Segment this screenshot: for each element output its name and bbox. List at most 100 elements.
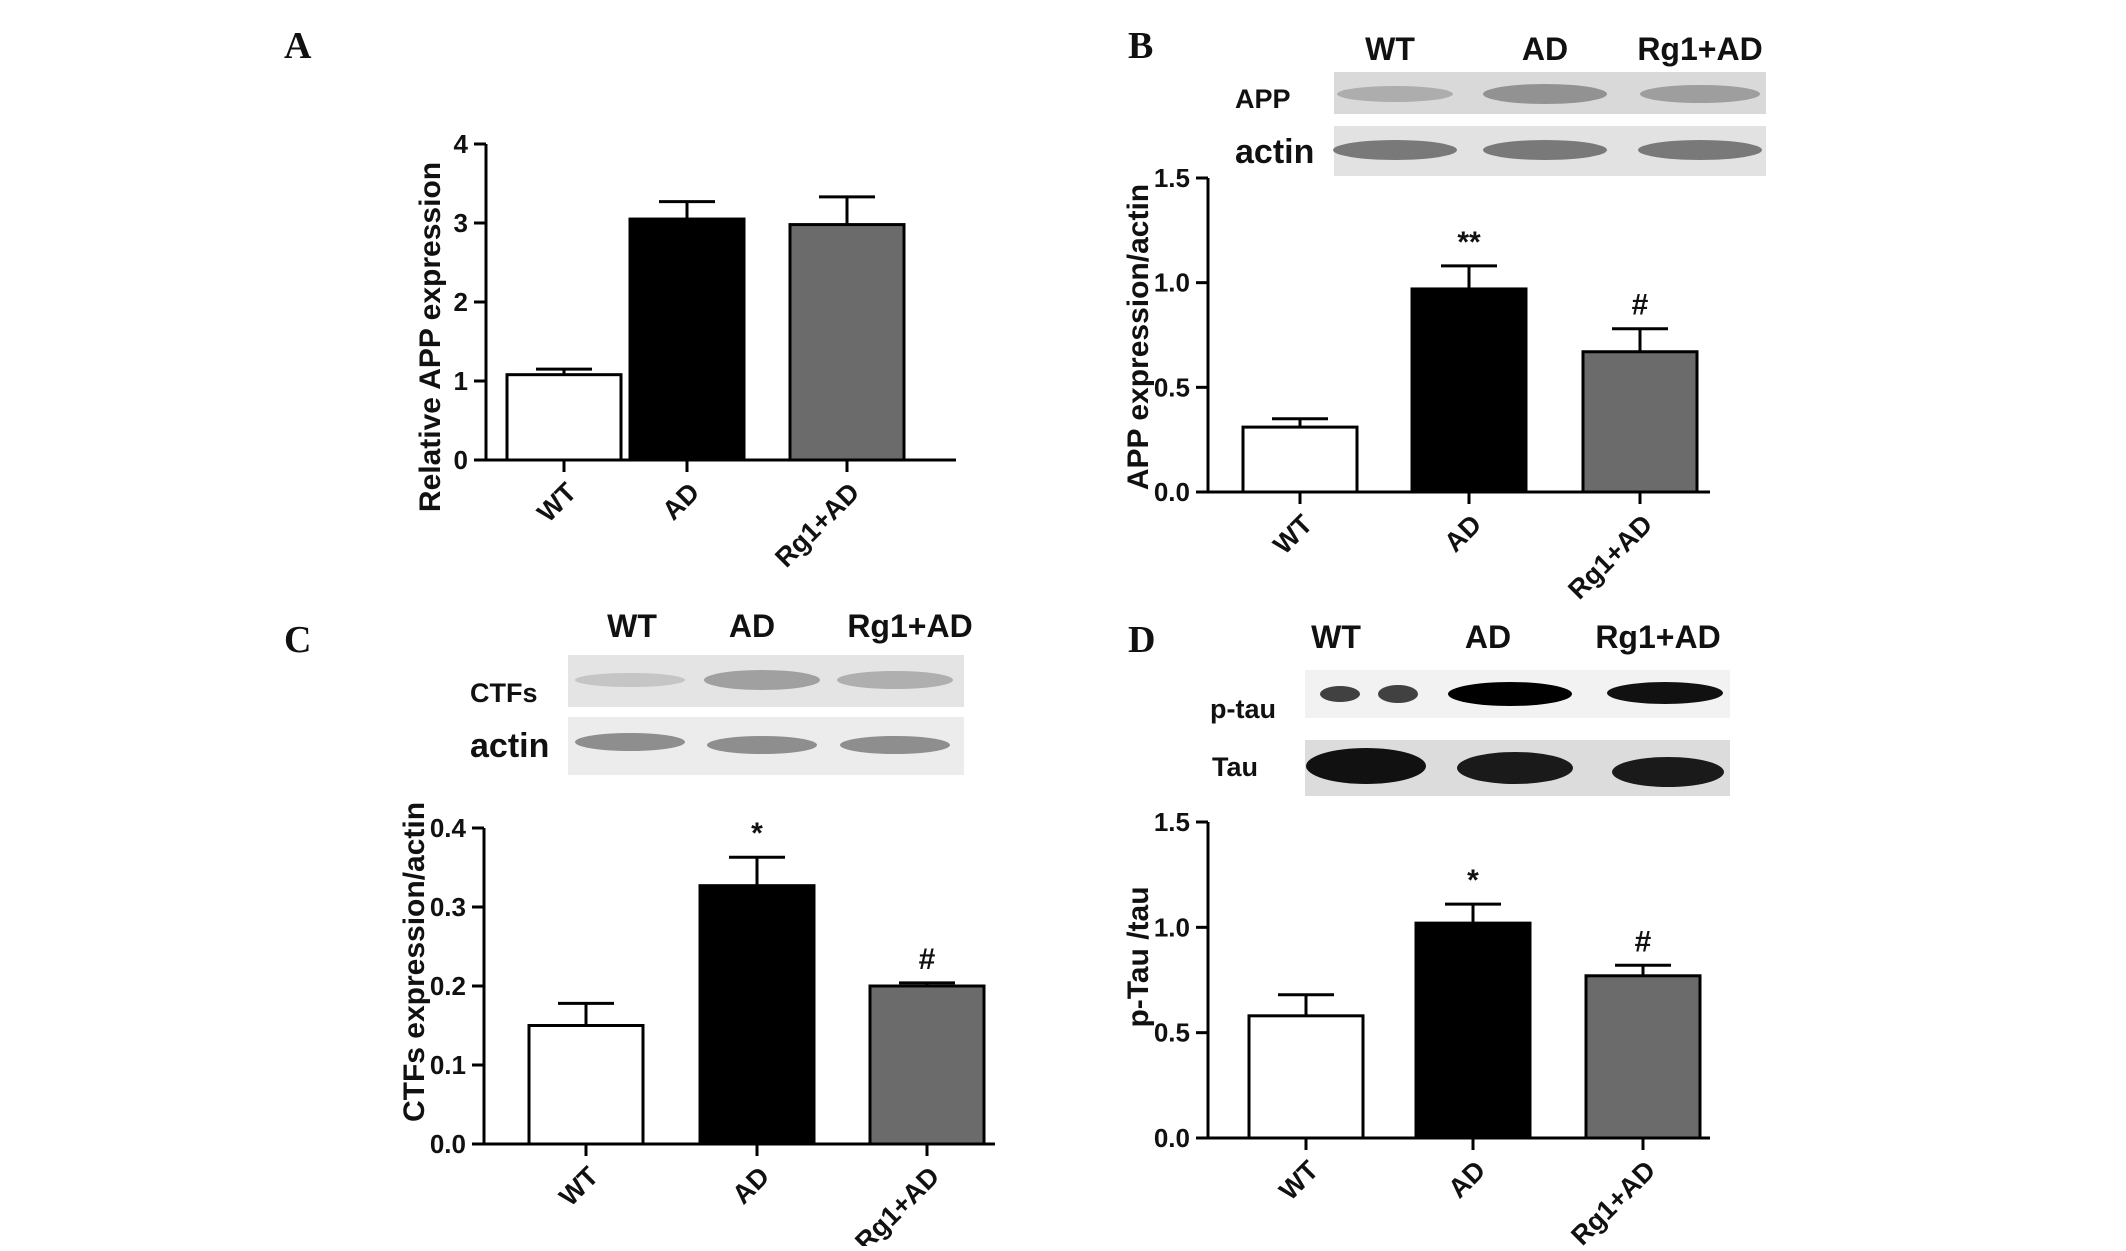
panel-letter-b: B — [1128, 25, 1153, 67]
blot-band — [1483, 84, 1607, 104]
y-tick-label: 1.5 — [1154, 807, 1190, 837]
panel-c: C WT AD Rg1+AD CTFs actin CTFs expressio… — [284, 608, 995, 1251]
y-tick-label: 0.0 — [430, 1129, 466, 1159]
x-category-label: Rg1+AD — [1562, 509, 1658, 605]
blot-column-label: WT — [607, 608, 657, 644]
bar-wt — [1247, 1014, 1365, 1140]
panel-letter-d: D — [1128, 619, 1155, 661]
blot-band — [1337, 86, 1453, 102]
y-axis-label-c: CTFs expression/actin — [398, 802, 431, 1122]
blot-row-label: actin — [1235, 133, 1314, 171]
significance-marker: # — [1632, 289, 1649, 322]
blot-row-label: actin — [470, 727, 549, 765]
blot-row-label: Tau — [1212, 752, 1258, 782]
y-tick-label: 0.1 — [430, 1050, 466, 1080]
bar-ad — [698, 884, 816, 1146]
y-axis-label-d: p-Tau /tau — [1122, 886, 1155, 1027]
y-axis-label-b: APP expression/actin — [1122, 184, 1155, 490]
blot-band — [1640, 85, 1760, 103]
y-tick-label: 0.5 — [1154, 372, 1190, 402]
panel-b: B WT AD Rg1+AD APP actin APP expression/… — [1122, 25, 1766, 605]
blot-band — [840, 736, 950, 754]
blot-band — [1638, 140, 1762, 160]
bar-ad — [628, 217, 746, 462]
blot-column-label: WT — [1365, 31, 1415, 67]
y-tick-label: 0.5 — [1154, 1018, 1190, 1048]
x-category-label: WT — [531, 477, 582, 528]
western-blot-b: WT AD Rg1+AD APP actin — [1235, 31, 1766, 176]
y-tick-label: 1.5 — [1154, 163, 1190, 193]
blot-column-label: WT — [1311, 619, 1361, 655]
x-category-label: WT — [1273, 1155, 1324, 1206]
blot-column-label: AD — [1522, 31, 1568, 67]
plot-d: 0.0 0.5 1.0 1.5 WT AD * Rg1+AD # — [1154, 807, 1710, 1251]
y-tick-label: 0.0 — [1154, 477, 1190, 507]
panel-a: A Relative APP expression 0 1 2 3 4 WT AD Rg1+A… — [284, 25, 956, 573]
blot-row-label: p-tau — [1210, 694, 1276, 724]
x-category-label: AD — [656, 477, 705, 526]
blot-column-label: AD — [1465, 619, 1511, 655]
x-category-label: WT — [553, 1161, 604, 1212]
blot-band — [1607, 682, 1723, 704]
bar-wt — [527, 1024, 645, 1146]
x-category-label: AD — [1438, 509, 1487, 558]
y-tick-label: 4 — [454, 129, 469, 159]
y-tick-label: 3 — [454, 208, 468, 238]
plot-c: 0.0 0.1 0.2 0.3 0.4 WT AD * Rg1+AD # — [430, 813, 995, 1251]
x-category-label: AD — [1442, 1155, 1491, 1204]
y-tick-label: 0 — [454, 445, 468, 475]
blot-band — [575, 733, 685, 751]
blot-band — [1306, 748, 1426, 784]
y-tick-label: 1.0 — [1154, 912, 1190, 942]
blot-band — [704, 670, 820, 690]
blot-band — [707, 736, 817, 754]
x-category-label: Rg1+AD — [849, 1161, 945, 1246]
blot-band — [1457, 752, 1573, 784]
panel-d: D WT AD Rg1+AD p-tau Tau p-Tau /tau 0.00… — [1122, 619, 1730, 1251]
y-tick-label: 2 — [454, 287, 468, 317]
y-tick-label: 0.4 — [430, 813, 467, 843]
blot-column-label: Rg1+AD — [1637, 31, 1762, 67]
significance-marker: # — [919, 943, 936, 976]
blot-row-label: APP — [1235, 84, 1291, 114]
blot-band — [1333, 140, 1457, 160]
bar-rg1-ad — [1584, 974, 1702, 1140]
bar-ad — [1410, 287, 1528, 494]
bar-wt — [1241, 425, 1359, 494]
bar-ad — [1414, 921, 1532, 1140]
blot-column-label: AD — [729, 608, 775, 644]
blot-column-label: Rg1+AD — [847, 608, 972, 644]
plot-a: 0 1 2 3 4 WT AD Rg1+AD — [454, 129, 956, 573]
panel-letter-a: A — [284, 25, 312, 67]
blot-band — [1612, 757, 1724, 787]
significance-marker: * — [1467, 864, 1479, 897]
blot-band — [1483, 140, 1607, 160]
significance-marker: * — [751, 817, 763, 850]
western-blot-d: WT AD Rg1+AD p-tau Tau — [1210, 619, 1730, 796]
y-tick-label: 0.3 — [430, 892, 466, 922]
y-tick-label: 1.0 — [1154, 268, 1190, 298]
x-category-label: Rg1+AD — [1565, 1155, 1661, 1246]
y-tick-label: 0.2 — [430, 971, 466, 1001]
blot-band — [1320, 686, 1360, 702]
blot-band — [1378, 685, 1418, 703]
bar-rg1-ad — [868, 984, 986, 1146]
y-tick-label: 1 — [454, 366, 468, 396]
blot-column-label: Rg1+AD — [1595, 619, 1720, 655]
x-category-label: Rg1+AD — [769, 477, 865, 573]
significance-marker: ** — [1457, 226, 1481, 259]
blot-band — [837, 671, 953, 689]
y-tick-label: 0.0 — [1154, 1123, 1190, 1153]
x-category-label: WT — [1267, 509, 1318, 560]
blot-band — [1448, 682, 1572, 706]
y-axis-label-a: Relative APP expression — [414, 162, 447, 512]
bar-rg1-ad — [788, 223, 906, 462]
significance-marker: # — [1635, 925, 1652, 958]
x-category-label: AD — [726, 1161, 775, 1210]
bar-rg1-ad — [1581, 350, 1699, 494]
bar-wt — [505, 373, 623, 462]
panel-letter-c: C — [284, 619, 311, 661]
blot-row-label: CTFs — [470, 678, 538, 708]
plot-b: 0.0 0.5 1.0 1.5 WT AD ** Rg1+AD # — [1154, 163, 1710, 605]
